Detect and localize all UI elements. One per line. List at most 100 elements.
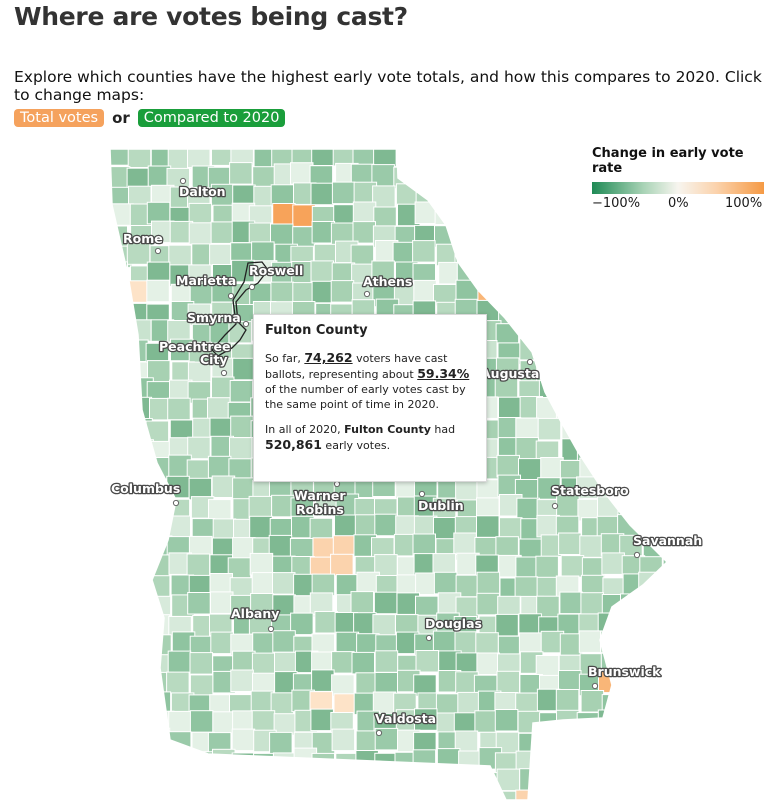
- county-area[interactable]: [640, 361, 665, 384]
- county-area[interactable]: [415, 595, 439, 619]
- county-area[interactable]: [453, 203, 477, 226]
- county-area[interactable]: [599, 203, 623, 227]
- county-area[interactable]: [474, 184, 498, 207]
- county-area[interactable]: [229, 162, 253, 185]
- county-area[interactable]: [435, 693, 460, 716]
- county-area[interactable]: [537, 184, 562, 208]
- county-area[interactable]: [537, 417, 562, 441]
- county-area[interactable]: [475, 632, 499, 655]
- county-area[interactable]: [555, 222, 580, 246]
- county-area[interactable]: [106, 455, 129, 478]
- county-area[interactable]: [476, 772, 500, 795]
- county-area[interactable]: [638, 302, 662, 326]
- county-area[interactable]: [576, 165, 600, 189]
- county-area[interactable]: [535, 341, 560, 364]
- county-area[interactable]: [458, 787, 482, 805]
- county-area[interactable]: [658, 303, 682, 327]
- county-area[interactable]: [274, 790, 298, 805]
- county-area[interactable]: [540, 786, 565, 805]
- county-area[interactable]: [313, 769, 338, 793]
- county-area[interactable]: [352, 221, 376, 244]
- county-area[interactable]: [413, 279, 437, 303]
- county-area[interactable]: [558, 670, 582, 693]
- county-area[interactable]: [412, 749, 437, 772]
- county-area[interactable]: [110, 397, 133, 421]
- county-area[interactable]: [556, 300, 581, 323]
- county-area[interactable]: [128, 769, 152, 793]
- county-area[interactable]: [128, 499, 153, 522]
- county-area[interactable]: [478, 221, 503, 244]
- county-area[interactable]: [556, 183, 580, 207]
- county-area[interactable]: [658, 496, 682, 519]
- county-area[interactable]: [535, 167, 559, 190]
- county-area[interactable]: [331, 728, 356, 752]
- county-area[interactable]: [663, 166, 687, 189]
- county-area[interactable]: [372, 614, 396, 637]
- county-area[interactable]: [207, 455, 232, 479]
- county-area[interactable]: [373, 591, 398, 615]
- county-area[interactable]: [432, 766, 457, 790]
- county-area[interactable]: [272, 630, 296, 653]
- county-area[interactable]: [187, 592, 211, 615]
- county-area[interactable]: [622, 259, 647, 282]
- county-area[interactable]: [600, 630, 624, 654]
- county-area[interactable]: [106, 377, 129, 401]
- county-area[interactable]: [290, 612, 314, 636]
- county-area[interactable]: [617, 613, 642, 636]
- county-area[interactable]: [637, 455, 661, 478]
- county-area[interactable]: [415, 650, 439, 673]
- county-area[interactable]: [516, 146, 540, 168]
- county-area[interactable]: [105, 672, 129, 695]
- county-area[interactable]: [577, 769, 602, 792]
- county-area[interactable]: [231, 791, 255, 805]
- county-area[interactable]: [559, 280, 584, 304]
- county-area[interactable]: [474, 143, 498, 166]
- county-area[interactable]: [129, 672, 153, 696]
- county-area[interactable]: [372, 787, 397, 805]
- county-area[interactable]: [129, 713, 153, 736]
- county-area[interactable]: [335, 752, 359, 776]
- county-area[interactable]: [166, 671, 190, 695]
- county-area[interactable]: [248, 495, 273, 519]
- county-area[interactable]: [555, 396, 580, 419]
- county-area[interactable]: [639, 242, 663, 265]
- county-area[interactable]: [330, 280, 355, 303]
- county-area[interactable]: [476, 786, 501, 805]
- county-area[interactable]: [251, 572, 276, 595]
- county-area[interactable]: [251, 710, 276, 733]
- county-area[interactable]: [167, 788, 192, 805]
- county-area[interactable]: [478, 164, 502, 188]
- county-area[interactable]: [188, 222, 213, 245]
- county-area[interactable]: [658, 669, 682, 692]
- county-area[interactable]: [145, 420, 170, 443]
- county-area[interactable]: [555, 748, 580, 772]
- county-area[interactable]: [272, 572, 296, 595]
- county-area[interactable]: [125, 730, 149, 754]
- county-area[interactable]: [110, 633, 134, 657]
- county-area[interactable]: [498, 301, 522, 325]
- county-area[interactable]: [496, 221, 520, 245]
- county-area[interactable]: [597, 709, 622, 732]
- county-area[interactable]: [412, 533, 436, 556]
- county-area[interactable]: [311, 573, 336, 597]
- county-area[interactable]: [661, 751, 685, 774]
- county-area[interactable]: [476, 240, 500, 263]
- county-area[interactable]: [558, 145, 582, 167]
- county-area[interactable]: [597, 337, 622, 360]
- county-area[interactable]: [456, 260, 481, 283]
- county-area[interactable]: [496, 454, 520, 478]
- county-area[interactable]: [414, 201, 439, 224]
- county-area[interactable]: [642, 166, 667, 189]
- county-area[interactable]: [601, 263, 626, 287]
- county-area[interactable]: [642, 223, 666, 246]
- county-area[interactable]: [659, 259, 683, 283]
- county-area[interactable]: [622, 359, 647, 382]
- county-area[interactable]: [617, 439, 641, 462]
- county-area[interactable]: [641, 319, 665, 342]
- county-area[interactable]: [249, 771, 273, 795]
- county-area[interactable]: [581, 396, 605, 419]
- county-area[interactable]: [600, 378, 624, 401]
- county-area[interactable]: [150, 498, 175, 522]
- county-area[interactable]: [232, 357, 256, 381]
- county-area[interactable]: [515, 417, 539, 441]
